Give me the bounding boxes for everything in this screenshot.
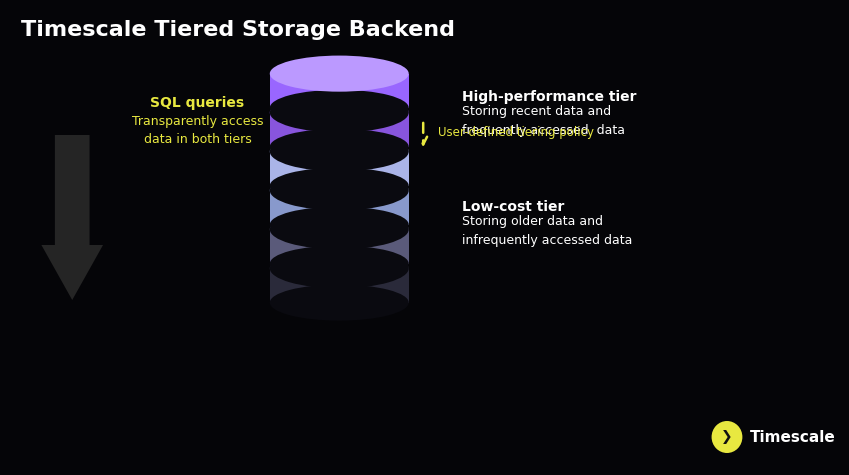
Ellipse shape xyxy=(270,285,408,321)
Text: High-performance tier: High-performance tier xyxy=(462,90,637,104)
Ellipse shape xyxy=(270,129,408,165)
Polygon shape xyxy=(270,190,408,225)
Ellipse shape xyxy=(270,95,408,131)
Text: Transparently access
data in both tiers: Transparently access data in both tiers xyxy=(132,115,263,146)
Ellipse shape xyxy=(270,250,408,286)
Polygon shape xyxy=(42,135,103,300)
Circle shape xyxy=(711,421,742,453)
Ellipse shape xyxy=(270,168,408,204)
Ellipse shape xyxy=(270,211,408,247)
Ellipse shape xyxy=(270,132,408,171)
Ellipse shape xyxy=(270,172,408,209)
Ellipse shape xyxy=(270,93,408,133)
Polygon shape xyxy=(270,152,408,186)
Polygon shape xyxy=(270,229,408,264)
Text: SQL queries: SQL queries xyxy=(150,96,245,110)
Text: User-defined tiering policy: User-defined tiering policy xyxy=(437,125,593,139)
Ellipse shape xyxy=(270,207,408,243)
Ellipse shape xyxy=(270,133,408,170)
Polygon shape xyxy=(270,268,408,303)
Ellipse shape xyxy=(270,246,408,282)
Ellipse shape xyxy=(270,90,408,126)
Text: Low-cost tier: Low-cost tier xyxy=(462,200,565,214)
Ellipse shape xyxy=(270,56,408,92)
Ellipse shape xyxy=(270,171,408,210)
Ellipse shape xyxy=(270,209,408,249)
Text: Timescale Tiered Storage Backend: Timescale Tiered Storage Backend xyxy=(21,20,455,40)
Polygon shape xyxy=(270,113,408,147)
Text: Storing older data and
infrequently accessed data: Storing older data and infrequently acce… xyxy=(462,215,633,247)
Text: Timescale: Timescale xyxy=(751,429,836,445)
Ellipse shape xyxy=(270,248,408,288)
Text: ❯: ❯ xyxy=(721,430,733,444)
Text: Storing recent data and
frequently accessed  data: Storing recent data and frequently acces… xyxy=(462,105,625,137)
Polygon shape xyxy=(270,74,408,108)
